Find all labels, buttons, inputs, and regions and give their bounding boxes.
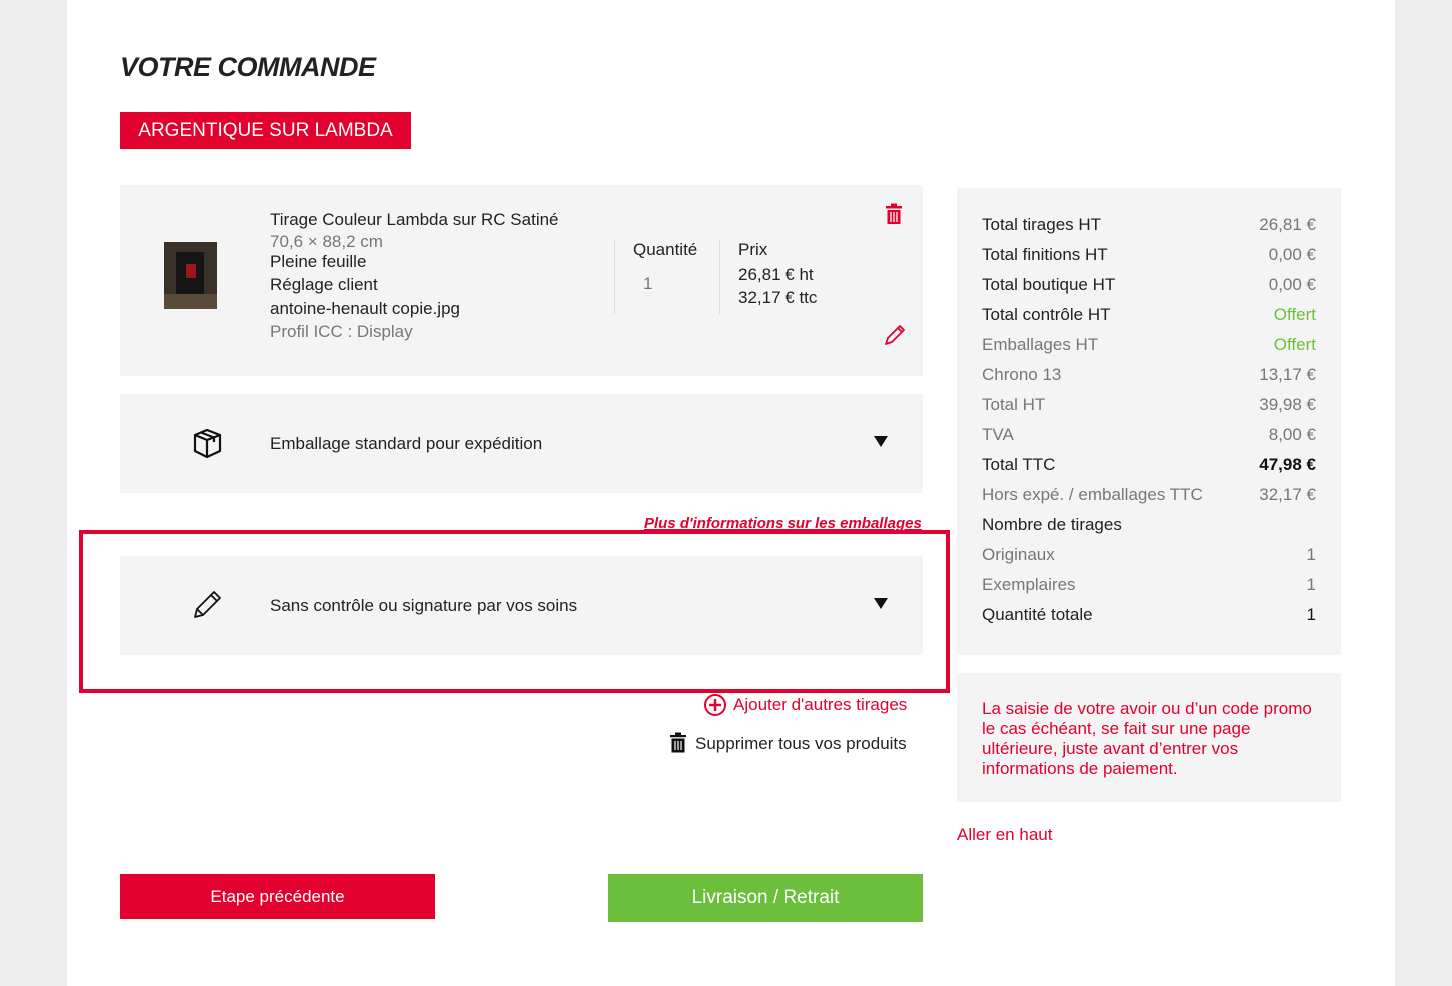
summary-value: 26,81 € xyxy=(1259,215,1316,234)
thumbnail xyxy=(164,242,217,309)
summary-label: Originaux xyxy=(982,545,1055,564)
product-profile: Profil ICC : Display xyxy=(270,322,413,341)
summary-row: Chrono 13 13,17 € xyxy=(982,365,1316,395)
summary-value: 0,00 € xyxy=(1268,275,1316,294)
box-icon xyxy=(193,428,222,459)
add-link[interactable]: Ajouter d'autres tirages xyxy=(733,695,908,714)
summary-label: Total HT xyxy=(982,395,1046,414)
quantity-label: Quantité xyxy=(633,240,698,259)
quantity[interactable]: 1 xyxy=(643,274,653,293)
summary-row: Nombre de tirages xyxy=(982,515,1316,545)
summary-value: 47,98 € xyxy=(1259,455,1316,474)
dropdown-arrow[interactable] xyxy=(874,598,888,610)
summary-row: Originaux 1 xyxy=(982,545,1316,575)
summary-value: 32,17 € xyxy=(1259,485,1316,504)
price-label: Prix xyxy=(738,240,768,259)
pencil-icon xyxy=(194,591,221,618)
packaging-panel[interactable]: Emballage standard pour expédition xyxy=(120,394,923,493)
category-tab[interactable]: ARGENTIQUE SUR LAMBDA xyxy=(120,112,411,149)
promo-panel: La saisie de votre avoir ou d’un code pr… xyxy=(957,673,1341,802)
summary-label: Total finitions HT xyxy=(982,245,1108,264)
summary-row: Total finitions HT 0,00 € xyxy=(982,245,1316,275)
product-name: Tirage Couleur Lambda sur RC Satiné xyxy=(270,210,559,229)
summary-panel: Total tirages HT 26,81 € Total finitions H… xyxy=(957,188,1341,655)
summary-row: Exemplaires 1 xyxy=(982,575,1316,605)
summary-label: Chrono 13 xyxy=(982,365,1062,384)
divider xyxy=(614,240,615,314)
summary-row: Emballages HT Offert xyxy=(982,335,1316,365)
product-panel: Tirage Couleur Lambda sur RC Satiné 70,6… xyxy=(120,185,923,376)
summary-label: Total boutique HT xyxy=(982,275,1116,294)
packaging-info-link[interactable]: Plus d'informations sur les emballages xyxy=(644,515,922,532)
summary-label: Nombre de tirages xyxy=(982,515,1122,534)
summary-value: 1 xyxy=(1306,605,1316,624)
price-ttc: 32,17 € ttc xyxy=(738,288,818,307)
summary-row: Total HT 39,98 € xyxy=(982,395,1316,425)
summary-label: Total contrôle HT xyxy=(982,305,1111,324)
summary-label: Quantité totale xyxy=(982,605,1093,624)
summary-value: 0,00 € xyxy=(1268,245,1316,264)
title: VOTRE COMMANDE xyxy=(120,52,376,82)
product-format: Pleine feuille xyxy=(270,252,367,271)
price-ht: 26,81 € ht xyxy=(738,265,814,284)
summary-row: Total boutique HT 0,00 € xyxy=(982,275,1316,305)
summary-label: Total tirages HT xyxy=(982,215,1102,234)
summary-label: TVA xyxy=(982,425,1014,444)
summary-value: 1 xyxy=(1306,545,1316,564)
summary-row: Hors expé. / emballages TTC 32,17 € xyxy=(982,485,1316,515)
delete-all-link[interactable]: Supprimer tous vos produits xyxy=(695,734,907,753)
next-button[interactable]: Livraison / Retrait xyxy=(608,874,923,922)
summary-row: TVA 8,00 € xyxy=(982,425,1316,455)
dropdown-arrow[interactable] xyxy=(874,436,888,448)
summary-value: 1 xyxy=(1306,575,1316,594)
delete-icon[interactable] xyxy=(884,203,904,225)
highlight-box xyxy=(79,530,950,693)
summary-row: Total tirages HT 26,81 € xyxy=(982,215,1316,245)
trash-icon xyxy=(670,732,686,753)
product-size: 70,6 × 88,2 cm xyxy=(270,232,383,251)
edit-icon[interactable] xyxy=(883,323,907,347)
summary-value: 13,17 € xyxy=(1259,365,1316,384)
summary-value: Offert xyxy=(1273,335,1316,354)
control-label: Sans contrôle ou signature par vos soins xyxy=(270,596,578,615)
packaging-label: Emballage standard pour expédition xyxy=(270,434,543,453)
divider xyxy=(719,240,720,314)
summary-label: Emballages HT xyxy=(982,335,1099,354)
summary-value: 8,00 € xyxy=(1268,425,1316,444)
previous-button[interactable]: Etape précédente xyxy=(120,874,435,919)
summary-label: Exemplaires xyxy=(982,575,1076,594)
summary-value: Offert xyxy=(1273,305,1316,324)
promo-note: La saisie de votre avoir ou d’un code pr… xyxy=(982,699,1312,778)
summary-row: Total contrôle HT Offert xyxy=(982,305,1316,335)
summary-value: 39,98 € xyxy=(1259,395,1316,414)
summary-row: Total TTC 47,98 € xyxy=(982,455,1316,485)
control-panel[interactable]: Sans contrôle ou signature par vos soins xyxy=(120,556,923,655)
summary-row: Quantité totale 1 xyxy=(982,605,1316,635)
summary-label: Hors expé. / emballages TTC xyxy=(982,485,1203,504)
product-file: antoine-henault copie.jpg xyxy=(270,299,460,318)
top-link[interactable]: Aller en haut xyxy=(957,825,1053,844)
add-icon[interactable] xyxy=(703,693,727,717)
summary-label: Total TTC xyxy=(982,455,1056,474)
product-setting: Réglage client xyxy=(270,275,378,294)
